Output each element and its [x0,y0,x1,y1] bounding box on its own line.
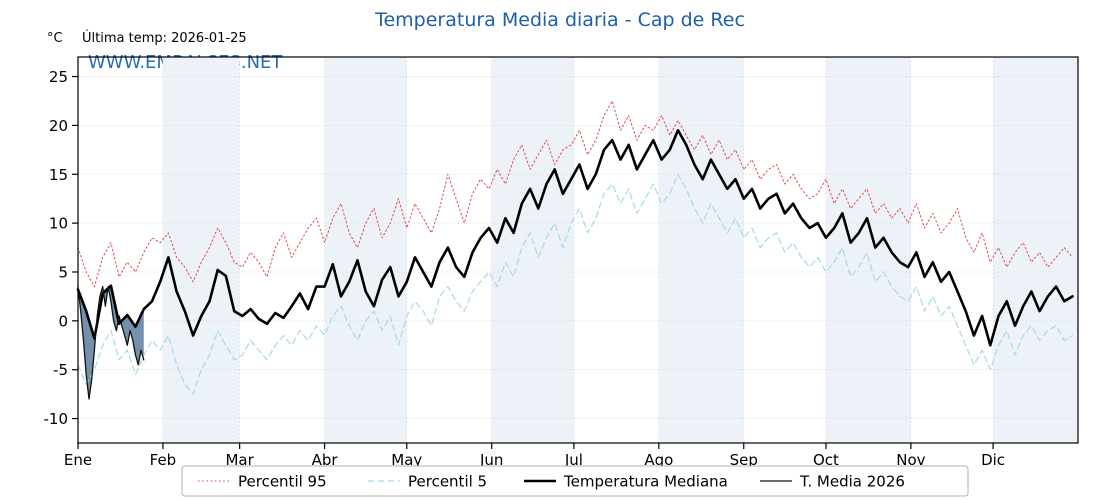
month-band [491,57,574,443]
x-tick-label: Oct [813,451,839,469]
series-percentil-95 [77,100,1073,288]
x-tick-label: May [391,451,422,469]
series-t-media-2026 [77,285,145,400]
plot-border [77,56,1079,444]
fill-mediana-vs-2026 [78,285,144,400]
x-tick-label: Mar [225,451,254,469]
month-band [162,57,240,443]
x-tick-label: Ene [64,451,92,469]
y-tick-label: 25 [49,68,68,86]
legend-label: Temperatura Mediana [563,473,728,491]
y-axis-units: °C [47,31,63,46]
legend-box [181,465,969,497]
x-tick-label: Feb [150,451,177,469]
month-band [993,57,1078,443]
y-tick-label: -5 [53,361,68,379]
x-tick-label: Jul [564,451,583,469]
month-band [825,57,911,443]
legend-label: Percentil 95 [238,473,327,491]
month-band [324,57,407,443]
y-tick-label: 10 [49,215,68,233]
y-tick-label: 5 [58,263,68,281]
y-tick-label: 0 [58,312,68,330]
chart-title: Temperatura Media diaria - Cap de Rec [375,9,745,31]
series-percentil-5 [77,173,1074,395]
month-band [658,57,744,443]
series-temperatura-mediana [76,129,1074,347]
x-tick-label: Dic [981,451,1005,469]
y-tick-label: 15 [49,166,68,184]
y-tick-label: 20 [49,117,68,135]
x-tick-label: Jun [479,451,503,469]
x-tick-label: Ago [644,451,673,469]
x-tick-label: Abr [312,451,339,469]
x-tick-label: Nov [896,451,925,469]
legend-label: Percentil 5 [408,473,487,491]
x-tick-label: Sep [730,451,758,469]
last-temp-label: Última temp: 2026-01-25 [82,31,247,46]
legend-label: T. Media 2026 [799,473,905,491]
y-tick-label: -10 [44,410,69,428]
